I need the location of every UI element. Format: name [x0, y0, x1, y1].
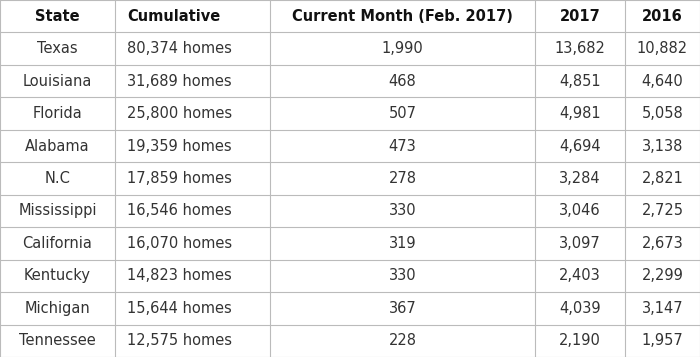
Text: State: State — [35, 9, 80, 24]
Text: Alabama: Alabama — [25, 139, 90, 154]
Text: 4,981: 4,981 — [559, 106, 601, 121]
Text: 3,046: 3,046 — [559, 203, 601, 218]
Text: 367: 367 — [389, 301, 416, 316]
Text: 2016: 2016 — [642, 9, 683, 24]
Text: 5,058: 5,058 — [642, 106, 683, 121]
Text: 14,823 homes: 14,823 homes — [127, 268, 232, 283]
Text: 468: 468 — [389, 74, 416, 89]
Text: 31,689 homes: 31,689 homes — [127, 74, 232, 89]
Text: 1,990: 1,990 — [382, 41, 423, 56]
Text: 2,725: 2,725 — [641, 203, 683, 218]
Text: Current Month (Feb. 2017): Current Month (Feb. 2017) — [292, 9, 513, 24]
Text: 2017: 2017 — [559, 9, 601, 24]
Text: Texas: Texas — [37, 41, 78, 56]
Text: Cumulative: Cumulative — [127, 9, 220, 24]
Text: 278: 278 — [389, 171, 416, 186]
Text: 2,403: 2,403 — [559, 268, 601, 283]
Text: 330: 330 — [389, 203, 416, 218]
Text: 25,800 homes: 25,800 homes — [127, 106, 232, 121]
Text: 80,374 homes: 80,374 homes — [127, 41, 232, 56]
Text: 4,039: 4,039 — [559, 301, 601, 316]
Text: 1,957: 1,957 — [642, 333, 683, 348]
Text: 15,644 homes: 15,644 homes — [127, 301, 232, 316]
Text: 228: 228 — [389, 333, 416, 348]
Text: 2,673: 2,673 — [642, 236, 683, 251]
Text: Kentucky: Kentucky — [24, 268, 91, 283]
Text: 4,694: 4,694 — [559, 139, 601, 154]
Text: 4,851: 4,851 — [559, 74, 601, 89]
Text: 16,546 homes: 16,546 homes — [127, 203, 232, 218]
Text: Louisiana: Louisiana — [23, 74, 92, 89]
Text: 12,575 homes: 12,575 homes — [127, 333, 232, 348]
Text: 3,284: 3,284 — [559, 171, 601, 186]
Text: 13,682: 13,682 — [554, 41, 606, 56]
Text: 19,359 homes: 19,359 homes — [127, 139, 232, 154]
Text: Mississippi: Mississippi — [18, 203, 97, 218]
Text: Michigan: Michigan — [25, 301, 90, 316]
Text: 4,640: 4,640 — [642, 74, 683, 89]
Text: 2,190: 2,190 — [559, 333, 601, 348]
Text: 17,859 homes: 17,859 homes — [127, 171, 232, 186]
Text: 3,147: 3,147 — [642, 301, 683, 316]
Text: 2,821: 2,821 — [642, 171, 683, 186]
Text: 330: 330 — [389, 268, 416, 283]
Text: 3,138: 3,138 — [642, 139, 683, 154]
Text: Florida: Florida — [33, 106, 83, 121]
Text: Tennessee: Tennessee — [19, 333, 96, 348]
Text: California: California — [22, 236, 92, 251]
Text: 10,882: 10,882 — [637, 41, 688, 56]
Text: 16,070 homes: 16,070 homes — [127, 236, 232, 251]
Text: 319: 319 — [389, 236, 416, 251]
Text: 3,097: 3,097 — [559, 236, 601, 251]
Text: 473: 473 — [389, 139, 416, 154]
Text: N.C: N.C — [45, 171, 71, 186]
Text: 2,299: 2,299 — [642, 268, 683, 283]
Text: 507: 507 — [389, 106, 416, 121]
